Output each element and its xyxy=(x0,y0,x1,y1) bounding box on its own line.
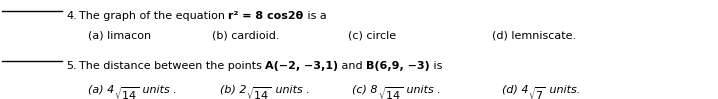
Text: is a: is a xyxy=(304,11,326,21)
Text: and: and xyxy=(338,61,366,71)
Text: $\sqrt{14}$: $\sqrt{14}$ xyxy=(378,85,403,99)
Text: (c) 8: (c) 8 xyxy=(352,85,378,95)
Text: A(−2, −3,1): A(−2, −3,1) xyxy=(265,61,338,71)
Text: (b) 2: (b) 2 xyxy=(220,85,246,95)
Text: 4.: 4. xyxy=(66,11,77,21)
Text: units .: units . xyxy=(403,85,440,95)
Text: (d) lemniscate.: (d) lemniscate. xyxy=(492,31,576,41)
Text: (b) cardioid.: (b) cardioid. xyxy=(212,31,279,41)
Text: units .: units . xyxy=(271,85,309,95)
Text: $\sqrt{14}$: $\sqrt{14}$ xyxy=(246,85,271,99)
Text: (a) limacon: (a) limacon xyxy=(88,31,151,41)
Text: (d) 4: (d) 4 xyxy=(502,85,528,95)
Text: $\sqrt{14}$: $\sqrt{14}$ xyxy=(114,85,139,99)
Text: The distance between the points: The distance between the points xyxy=(79,61,265,71)
Text: units.: units. xyxy=(546,85,581,95)
Text: The graph of the equation: The graph of the equation xyxy=(79,11,228,21)
Text: r² = 8 cos2θ: r² = 8 cos2θ xyxy=(228,11,304,21)
Text: is: is xyxy=(430,61,442,71)
Text: (c) circle: (c) circle xyxy=(348,31,396,41)
Text: 5.: 5. xyxy=(66,61,77,71)
Text: B(6,9, −3): B(6,9, −3) xyxy=(366,61,430,71)
Text: (a) 4: (a) 4 xyxy=(88,85,114,95)
Text: units .: units . xyxy=(139,85,177,95)
Text: $\sqrt{7}$: $\sqrt{7}$ xyxy=(528,85,546,99)
